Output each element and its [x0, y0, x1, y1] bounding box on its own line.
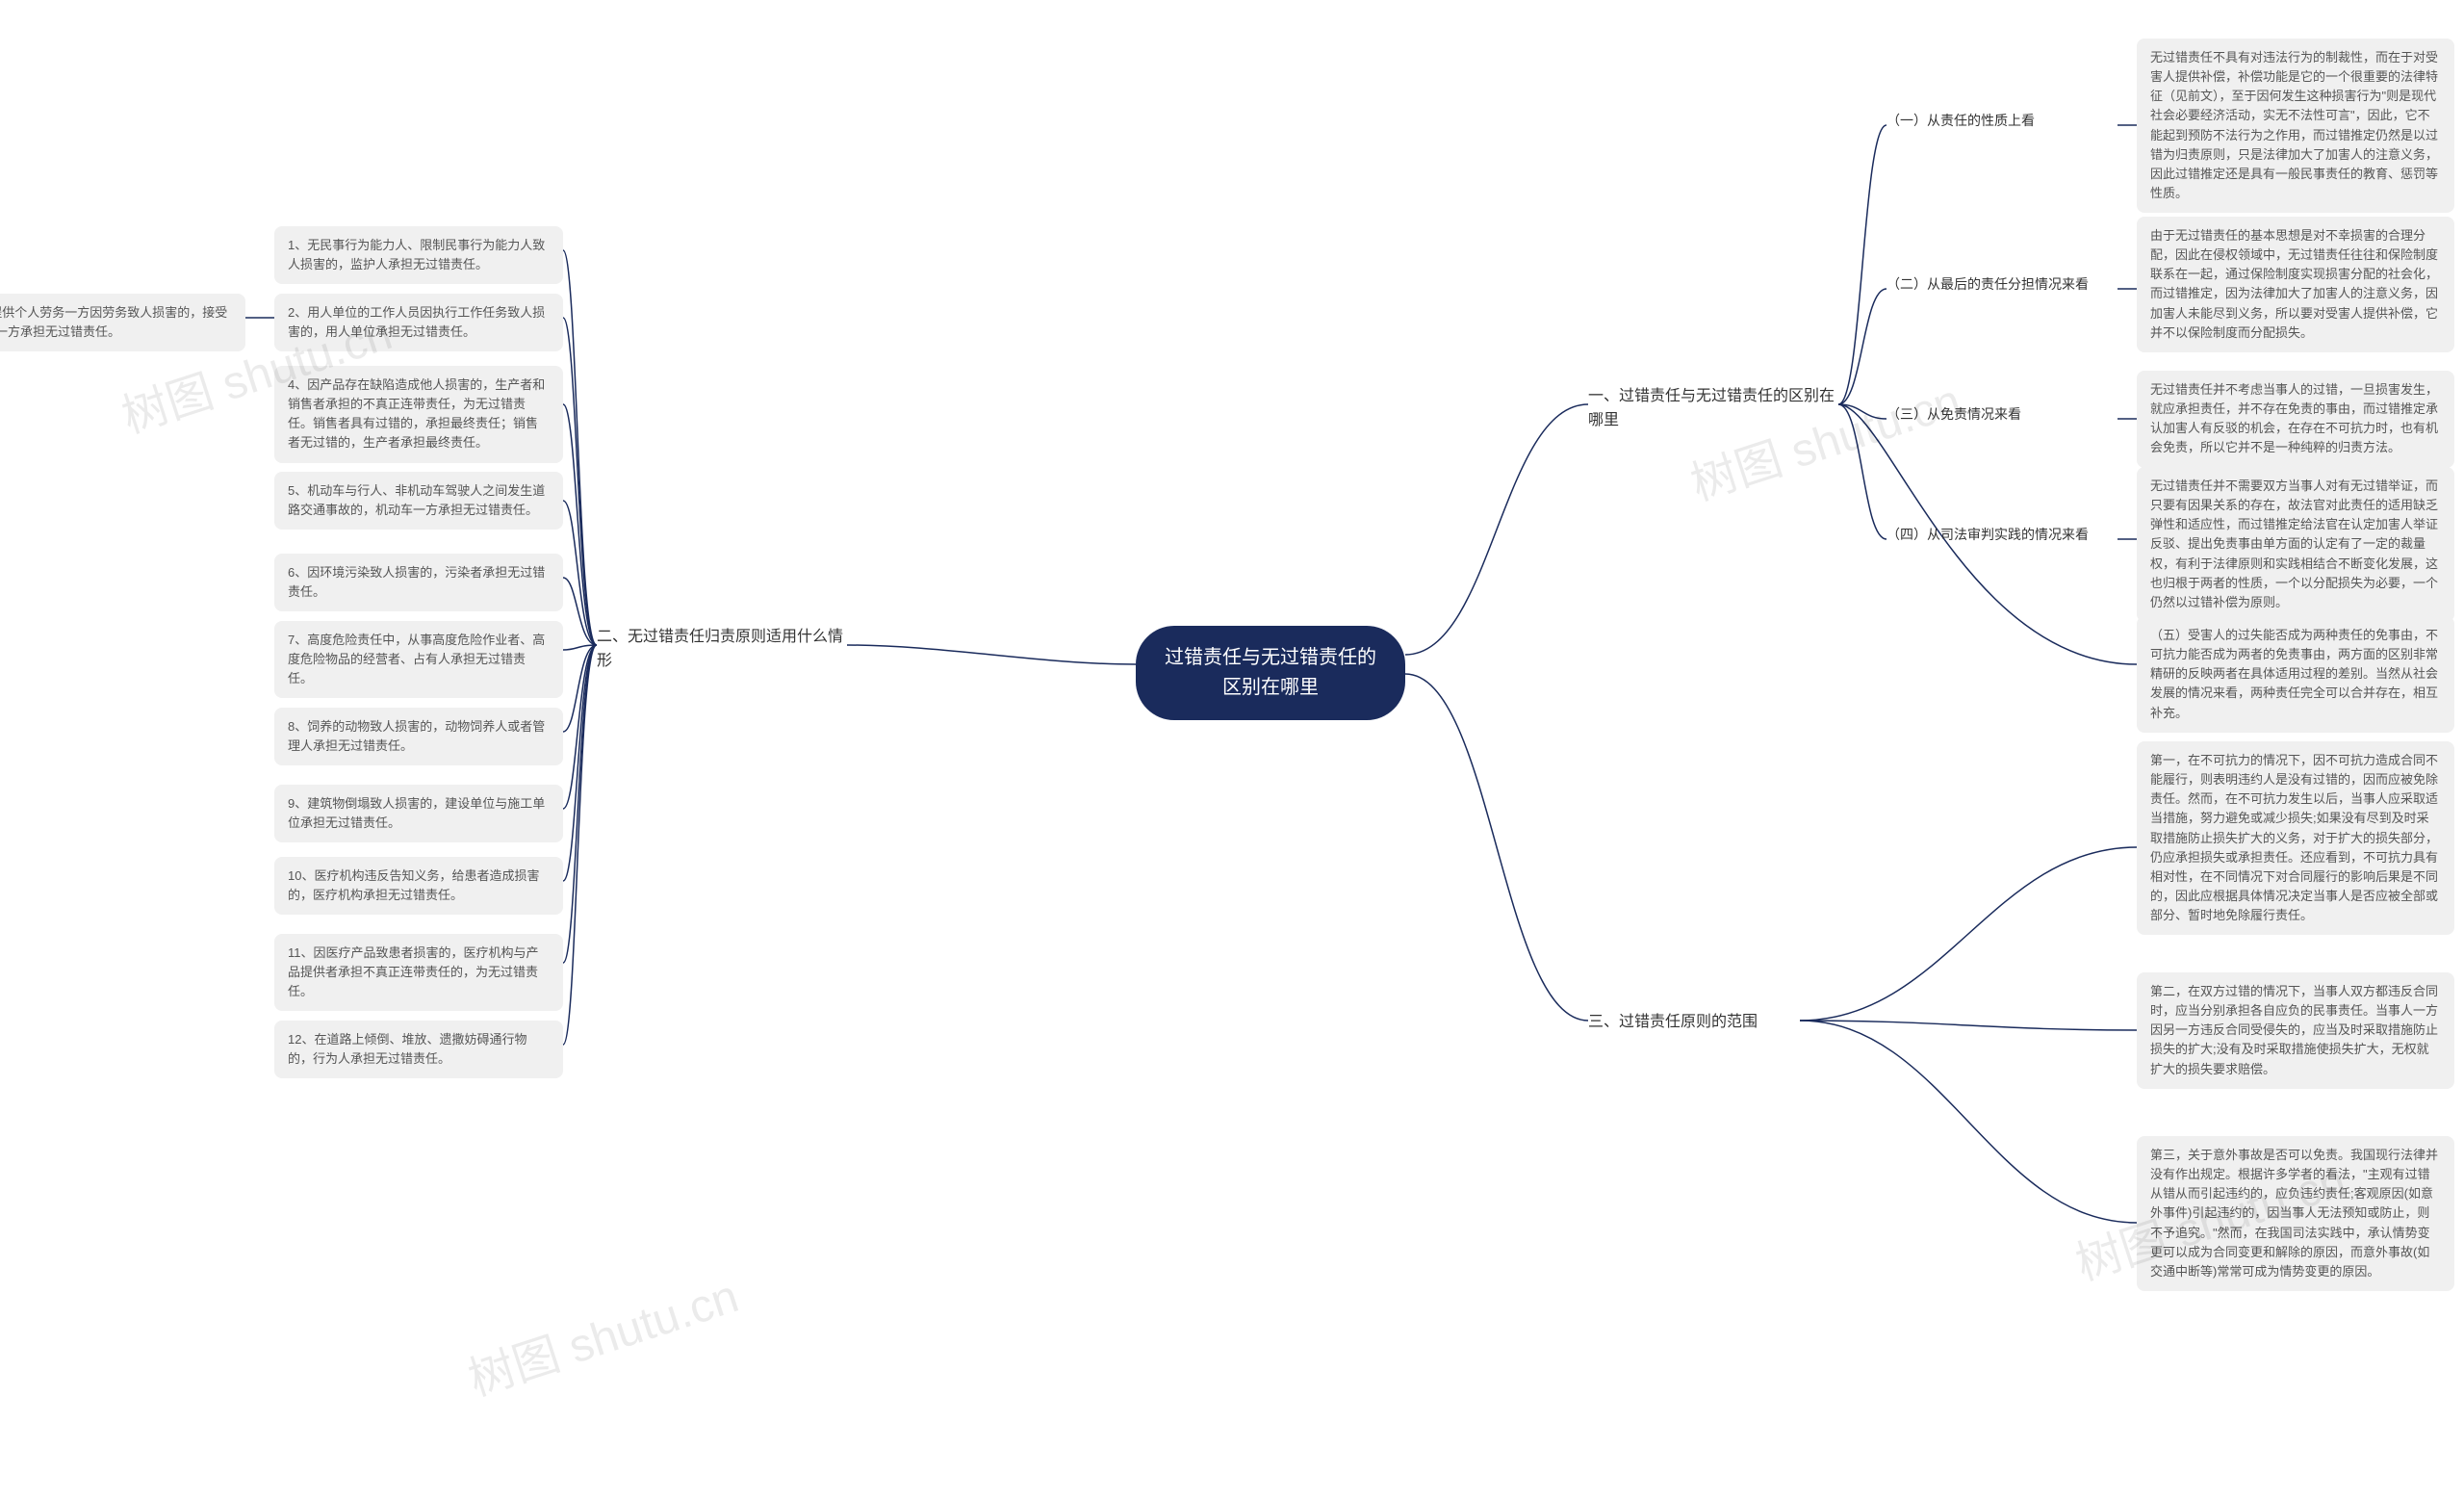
- leaf-3-1: 第一，在不可抗力的情况下，因不可抗力造成合同不能履行，则表明违约人是没有过错的，…: [2137, 741, 2454, 935]
- leaf-1-1: 无过错责任不具有对违法行为的制裁性，而在于对受害人提供补偿，补偿功能是它的一个很…: [2137, 39, 2454, 213]
- leaf-2-7: 7、高度危险责任中，从事高度危险作业者、高度危险物品的经营者、占有人承担无过错责…: [274, 621, 563, 698]
- leaf-1-2: 由于无过错责任的基本思想是对不幸损害的合理分配，因此在侵权领域中，无过错责任往往…: [2137, 217, 2454, 352]
- leaf-2-9: 9、建筑物倒塌致人损害的，建设单位与施工单位承担无过错责任。: [274, 785, 563, 842]
- sublabel-1-3: （三）从免责情况来看: [1886, 404, 2118, 426]
- leaf-2-11: 11、因医疗产品致患者损害的，医疗机构与产品提供者承担不真正连带责任的，为无过错…: [274, 934, 563, 1011]
- leaf-2-2: 2、用人单位的工作人员因执行工作任务致人损害的，用人单位承担无过错责任。: [274, 294, 563, 351]
- branch-2: 二、无过错责任归责原则适用什么情形: [597, 626, 847, 674]
- leaf-2-3: 3、提供个人劳务一方因劳务致人损害的，接受劳务一方承担无过错责任。: [0, 294, 245, 351]
- leaf-2-10: 10、医疗机构违反告知义务，给患者造成损害的，医疗机构承担无过错责任。: [274, 857, 563, 915]
- leaf-1-4: 无过错责任并不需要双方当事人对有无过错举证，而只要有因果关系的存在，故法官对此责…: [2137, 467, 2454, 622]
- sublabel-1-4: （四）从司法审判实践的情况来看: [1886, 525, 2118, 546]
- leaf-2-5: 5、机动车与行人、非机动车驾驶人之间发生道路交通事故的，机动车一方承担无过错责任…: [274, 472, 563, 530]
- leaf-2-1: 1、无民事行为能力人、限制民事行为能力人致人损害的，监护人承担无过错责任。: [274, 226, 563, 284]
- branch-3: 三、过错责任原则的范围: [1588, 1011, 1838, 1035]
- center-node: 过错责任与无过错责任的区别在哪里: [1136, 626, 1405, 720]
- leaf-2-6: 6、因环境污染致人损害的，污染者承担无过错责任。: [274, 554, 563, 611]
- leaf-2-4: 4、因产品存在缺陷造成他人损害的，生产者和销售者承担的不真正连带责任，为无过错责…: [274, 366, 563, 463]
- leaf-1-5: （五）受害人的过失能否成为两种责任的免事由，不可抗力能否成为两者的免责事由，两方…: [2137, 616, 2454, 733]
- branch-1: 一、过错责任与无过错责任的区别在哪里: [1588, 385, 1838, 433]
- leaf-3-3: 第三，关于意外事故是否可以免责。我国现行法律并没有作出规定。根据许多学者的看法，…: [2137, 1136, 2454, 1291]
- leaf-3-2: 第二，在双方过错的情况下，当事人双方都违反合同时，应当分别承担各自应负的民事责任…: [2137, 972, 2454, 1089]
- leaf-2-12: 12、在道路上倾倒、堆放、遗撒妨碍通行物的，行为人承担无过错责任。: [274, 1021, 563, 1078]
- sublabel-1-1: （一）从责任的性质上看: [1886, 111, 2118, 132]
- leaf-1-3: 无过错责任并不考虑当事人的过错，一旦损害发生，就应承担责任，并不存在免责的事由，…: [2137, 371, 2454, 468]
- leaf-2-8: 8、饲养的动物致人损害的，动物饲养人或者管理人承担无过错责任。: [274, 708, 563, 765]
- sublabel-1-2: （二）从最后的责任分担情况来看: [1886, 274, 2118, 296]
